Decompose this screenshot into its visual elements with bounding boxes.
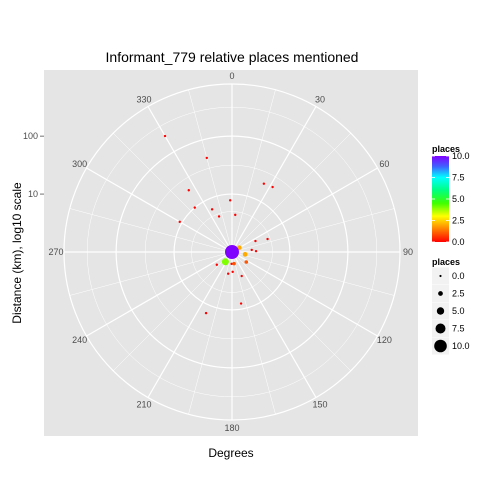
radial-tick-label: 10 — [28, 189, 38, 199]
size-legend-label: 5.0 — [452, 306, 465, 316]
data-point — [204, 311, 208, 315]
grid-spoke — [113, 251, 233, 371]
size-legend-label: 10.0 — [452, 341, 470, 351]
color-legend: places 10.0 7.5 5.0 2.5 0.0 — [432, 144, 470, 247]
angle-tick-label: 300 — [72, 159, 87, 169]
data-point — [225, 245, 239, 259]
data-point — [254, 249, 258, 253]
angle-tick-label: 90 — [403, 247, 413, 257]
data-point — [221, 258, 229, 266]
angle-tick-label: 120 — [377, 335, 392, 345]
grid-spoke — [113, 133, 233, 253]
grid-spoke — [86, 167, 233, 253]
grid-spoke — [231, 208, 395, 253]
angle-tick-label: 210 — [136, 399, 151, 409]
data-point — [262, 182, 266, 185]
color-legend-labels: 10.0 7.5 5.0 2.5 0.0 — [432, 151, 470, 247]
grid-spoke — [231, 251, 351, 371]
chart-title: Informant_779 relative places mentioned — [106, 49, 359, 65]
data-point — [239, 302, 243, 305]
size-legend-dot — [438, 291, 443, 296]
grid-spoke — [231, 251, 395, 296]
size-legend-dot — [436, 307, 445, 315]
color-legend-title: places — [432, 144, 460, 154]
x-axis-title: Degrees — [208, 446, 253, 460]
grid-spoke — [188, 89, 233, 253]
data-point — [271, 185, 274, 189]
grid-spoke — [231, 167, 378, 253]
color-legend-label: 0.0 — [452, 237, 465, 247]
color-legend-label: 5.0 — [452, 194, 465, 204]
angle-tick-label: 30 — [315, 95, 325, 105]
grid-spoke — [231, 251, 317, 398]
size-legend-items: 0.0 2.5 5.0 7.5 10.0 — [432, 267, 470, 355]
size-legend-label: 7.5 — [452, 324, 465, 334]
angle-tick-label: 60 — [379, 159, 389, 169]
grid-spoke — [231, 89, 276, 253]
data-point — [226, 272, 230, 275]
data-point — [187, 189, 190, 192]
color-legend-label: 2.5 — [452, 216, 465, 226]
color-legend-label: 10.0 — [452, 151, 470, 161]
grid-spoke — [69, 251, 233, 296]
grid-spoke — [86, 251, 233, 337]
data-point — [178, 220, 181, 224]
angle-tick-label: 0 — [229, 71, 234, 81]
grid-spoke — [231, 133, 351, 253]
data-point — [228, 199, 232, 202]
y-axis-title: Distance (km), log10 scale — [10, 182, 24, 324]
data-point — [266, 237, 269, 241]
radial-tick-label: 100 — [23, 131, 38, 141]
data-point — [230, 262, 233, 266]
grid-spoke — [231, 106, 317, 253]
grid-spoke — [147, 251, 233, 398]
data-point — [250, 248, 253, 252]
color-legend-label: 7.5 — [452, 173, 465, 183]
color-legend-bar — [432, 156, 449, 242]
data-point — [234, 213, 237, 217]
angle-tick-labels: 0 30 60 90 120 150 180 210 240 270 300 330 — [48, 71, 413, 433]
grid-spoke — [147, 106, 233, 253]
polar-grid — [63, 83, 401, 421]
data-point — [242, 251, 248, 257]
radial-tick-labels: 10 100 — [23, 131, 44, 199]
size-legend-dot — [434, 339, 447, 353]
size-legend-title: places — [432, 257, 460, 267]
data-point — [205, 156, 208, 160]
grid-spoke — [231, 251, 378, 337]
grid-spoke — [69, 208, 233, 253]
data-points — [163, 134, 274, 315]
angle-tick-label: 180 — [224, 423, 239, 433]
size-legend-label: 0.0 — [452, 271, 465, 281]
angle-tick-label: 150 — [312, 399, 327, 409]
data-point — [232, 261, 236, 266]
size-legend: places 0.0 2.5 5.0 7.5 10.0 — [432, 257, 470, 355]
data-point — [254, 239, 257, 243]
size-legend-dot — [439, 274, 442, 278]
size-legend-label: 2.5 — [452, 289, 465, 299]
angle-tick-label: 270 — [48, 247, 63, 257]
data-point — [231, 270, 234, 274]
data-point — [163, 134, 167, 138]
data-point — [240, 274, 243, 278]
data-point — [193, 206, 196, 209]
grid-spoke — [188, 251, 233, 415]
data-point — [217, 215, 221, 218]
data-point — [244, 260, 249, 264]
size-legend-dot — [435, 323, 446, 334]
data-point — [215, 263, 219, 266]
data-point — [210, 208, 214, 211]
grid-spoke — [231, 251, 276, 415]
angle-tick-label: 330 — [136, 95, 151, 105]
angle-tick-label: 240 — [72, 335, 87, 345]
